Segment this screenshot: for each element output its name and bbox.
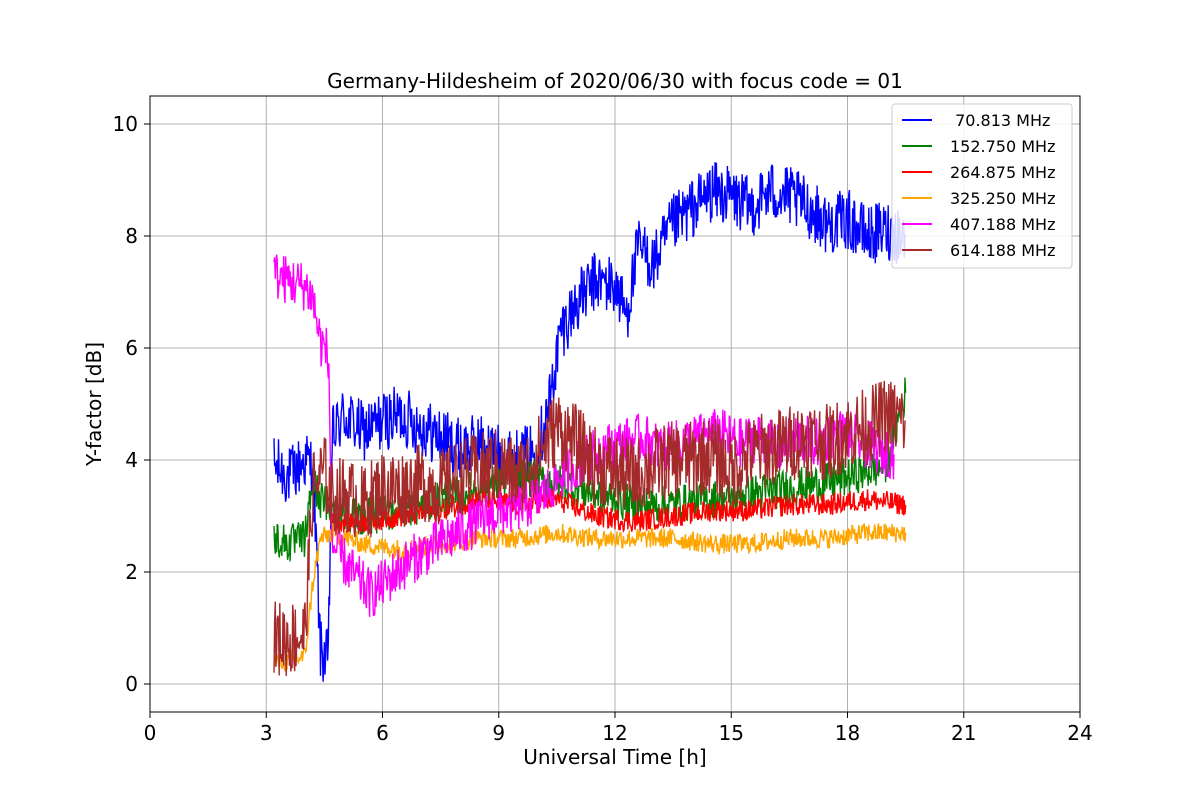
y-tick-label: 4 — [125, 448, 138, 472]
legend-label: 70.813 MHz — [950, 111, 1050, 130]
y-tick-label: 8 — [125, 224, 138, 248]
y-axis-label: Y-factor [dB] — [82, 342, 106, 467]
x-axis-label: Universal Time [h] — [523, 745, 706, 769]
series-layer — [273, 162, 907, 682]
legend-label: 325.250 MHz — [950, 189, 1055, 208]
legend-label: 407.188 MHz — [950, 215, 1055, 234]
y-tick-label: 6 — [125, 336, 138, 360]
x-tick-label: 15 — [719, 721, 744, 745]
y-tick-label: 10 — [113, 112, 138, 136]
y-tick-label: 2 — [125, 560, 138, 584]
x-tick-label: 21 — [951, 721, 976, 745]
x-tick-label: 6 — [376, 721, 389, 745]
x-tick-label: 3 — [260, 721, 273, 745]
x-tick-label: 18 — [835, 721, 860, 745]
y-tick-label: 0 — [125, 672, 138, 696]
x-tick-label: 12 — [602, 721, 627, 745]
series-line — [273, 162, 907, 682]
legend-box — [891, 103, 1073, 269]
series-line — [273, 523, 907, 672]
legend-label: 614.188 MHz — [950, 241, 1055, 260]
x-tick-label: 0 — [144, 721, 157, 745]
legend-label: 264.875 MHz — [950, 163, 1055, 182]
legend: 70.813 MHz 152.750 MHz 264.875 MHz 325.250 … — [891, 103, 1073, 269]
chart-title: Germany-Hildesheim of 2020/06/30 with fo… — [327, 69, 903, 93]
x-tick-label: 9 — [492, 721, 505, 745]
series-line — [273, 380, 906, 677]
legend-label: 152.750 MHz — [950, 137, 1055, 156]
x-tick-label: 24 — [1067, 721, 1092, 745]
